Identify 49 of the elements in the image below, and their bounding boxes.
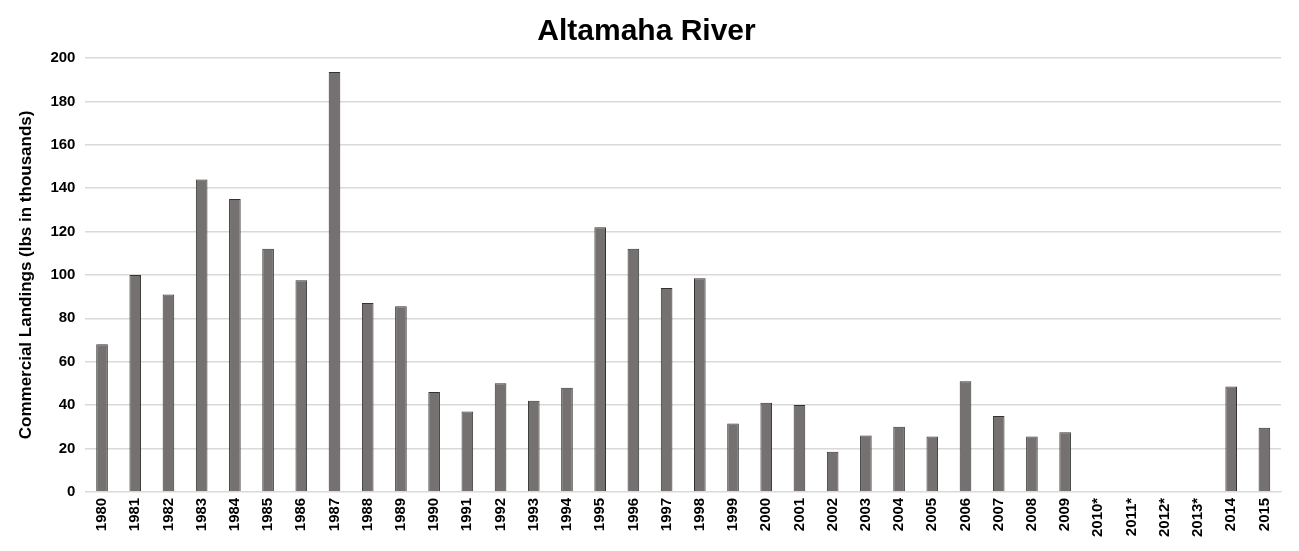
y-tick-label: 180 [50, 91, 76, 109]
x-tick-label: 2002 [822, 497, 840, 532]
x-tick-label: 1991 [457, 497, 475, 532]
x-tick-label: 2003 [856, 497, 874, 532]
x-tick-label: 1990 [424, 497, 442, 532]
x-tick-label: 1981 [125, 497, 143, 532]
x-tick-label: 2010* [1088, 497, 1106, 538]
x-tick-label: 1980 [92, 497, 110, 532]
x-tick-label: 2013* [1188, 497, 1206, 538]
x-tick-label: 2012* [1154, 497, 1172, 538]
y-tick-label: 20 [58, 438, 76, 456]
x-tick-label: 2007 [988, 497, 1006, 532]
x-tick-label: 2005 [922, 497, 940, 532]
x-tick-label: 2001 [789, 497, 807, 532]
x-tick-label: 2015 [1254, 497, 1272, 532]
y-tick-label: 60 [58, 351, 76, 369]
x-tick-label: 1985 [258, 497, 276, 532]
x-tick-label: 1982 [158, 497, 176, 532]
x-tick-label: 1988 [357, 497, 375, 532]
y-tick-label: 40 [58, 395, 76, 413]
x-tick-label: 1993 [523, 497, 541, 532]
x-tick-label: 1998 [689, 497, 707, 532]
x-tick-label: 1992 [490, 497, 508, 532]
x-tick-label: 1989 [391, 497, 409, 532]
x-tick-label: 1997 [656, 497, 674, 532]
x-tick-label: 1983 [191, 497, 209, 532]
x-tick-label: 2000 [756, 497, 774, 532]
y-tick-label: 0 [67, 481, 76, 499]
y-tick-label: 80 [58, 308, 76, 326]
y-tick-label: 120 [50, 221, 76, 239]
x-tick-label: 1994 [557, 497, 575, 532]
y-tick-label: 100 [50, 265, 76, 283]
x-tick-label: 1995 [590, 497, 608, 532]
x-tick-label: 2008 [1022, 497, 1040, 532]
y-tick-label: 200 [50, 48, 76, 66]
x-tick-label: 2014 [1221, 497, 1239, 532]
x-tick-label: 2006 [955, 497, 973, 532]
x-tick-label: 1987 [324, 497, 342, 532]
y-tick-label: 160 [50, 134, 76, 152]
x-tick-label: 2011* [1121, 497, 1139, 537]
x-tick-label: 1984 [225, 497, 243, 532]
y-axis-title: Commercial Landings (lbs in thousands) [15, 110, 35, 440]
chart-title: Altamaha River [537, 13, 757, 47]
x-tick-label: 1986 [291, 497, 309, 532]
x-tick-label: 1996 [623, 497, 641, 532]
x-tick-label: 1999 [723, 497, 741, 532]
y-tick-label: 140 [50, 178, 76, 196]
x-tick-label: 2009 [1055, 497, 1073, 532]
x-tick-label: 2004 [889, 497, 907, 532]
